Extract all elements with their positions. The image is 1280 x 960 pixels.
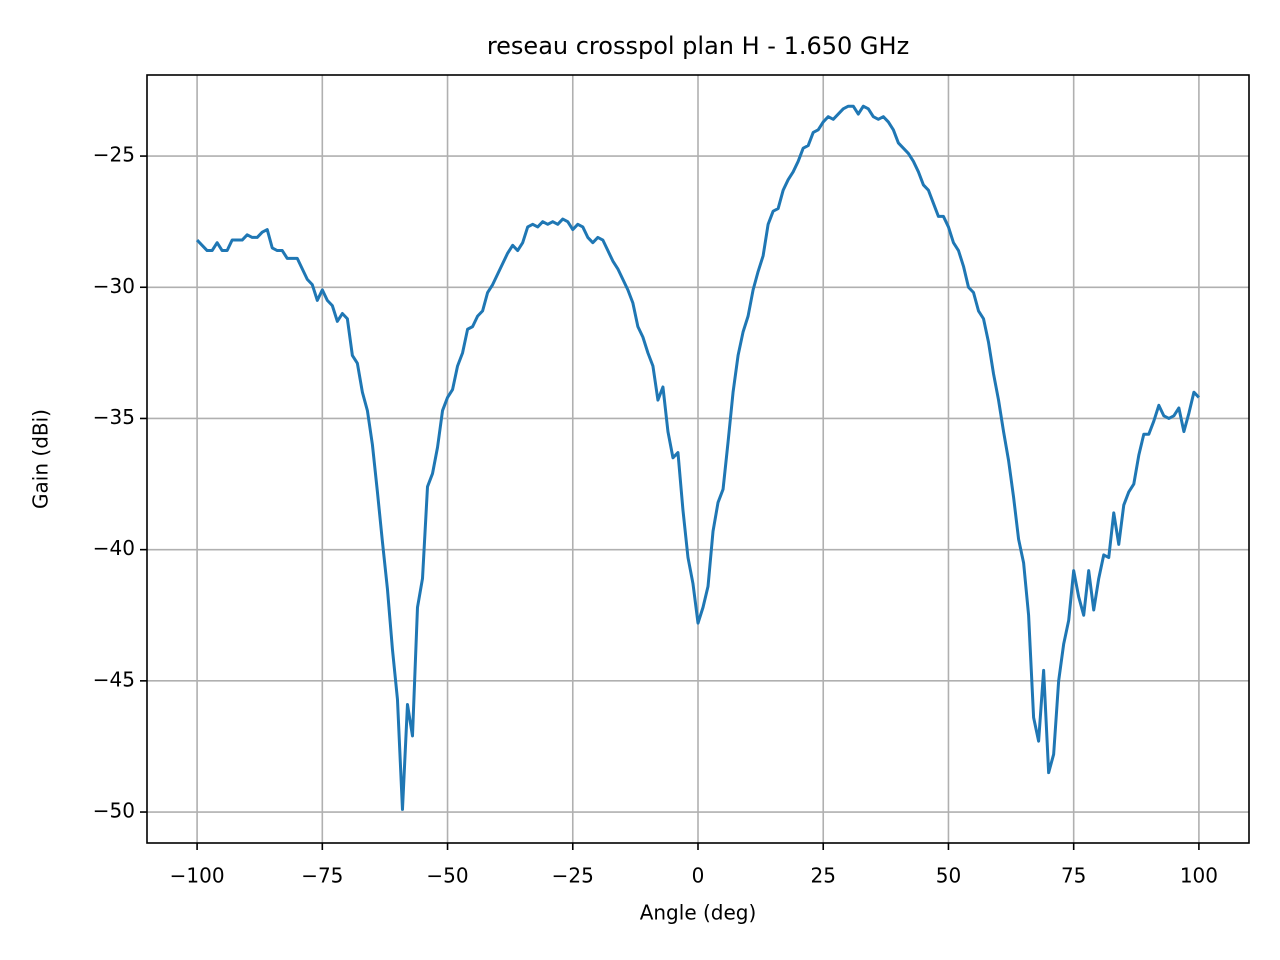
x-tick-label: 0 — [692, 864, 705, 888]
y-tick-label: −30 — [93, 274, 135, 298]
x-tick-label: 75 — [1061, 864, 1086, 888]
x-tick-label: 25 — [811, 864, 836, 888]
x-tick-label: −75 — [301, 864, 343, 888]
x-tick-label: 50 — [936, 864, 961, 888]
x-tick-label: −50 — [426, 864, 468, 888]
y-axis-label: Gain (dBi) — [29, 409, 53, 509]
data-line — [196, 104, 1200, 811]
chart-title: reseau crosspol plan H - 1.650 GHz — [487, 32, 909, 60]
y-tick-label: −35 — [93, 405, 135, 429]
x-tick-label: 100 — [1180, 864, 1218, 888]
x-axis-label: Angle (deg) — [640, 901, 757, 925]
plot-frame — [146, 74, 1250, 844]
y-tick-label: −25 — [93, 143, 135, 167]
x-tick-label: −100 — [170, 864, 225, 888]
y-tick-label: −50 — [93, 799, 135, 823]
y-tick-label: −40 — [93, 536, 135, 560]
y-tick-label: −45 — [93, 667, 135, 691]
x-tick-label: −25 — [552, 864, 594, 888]
